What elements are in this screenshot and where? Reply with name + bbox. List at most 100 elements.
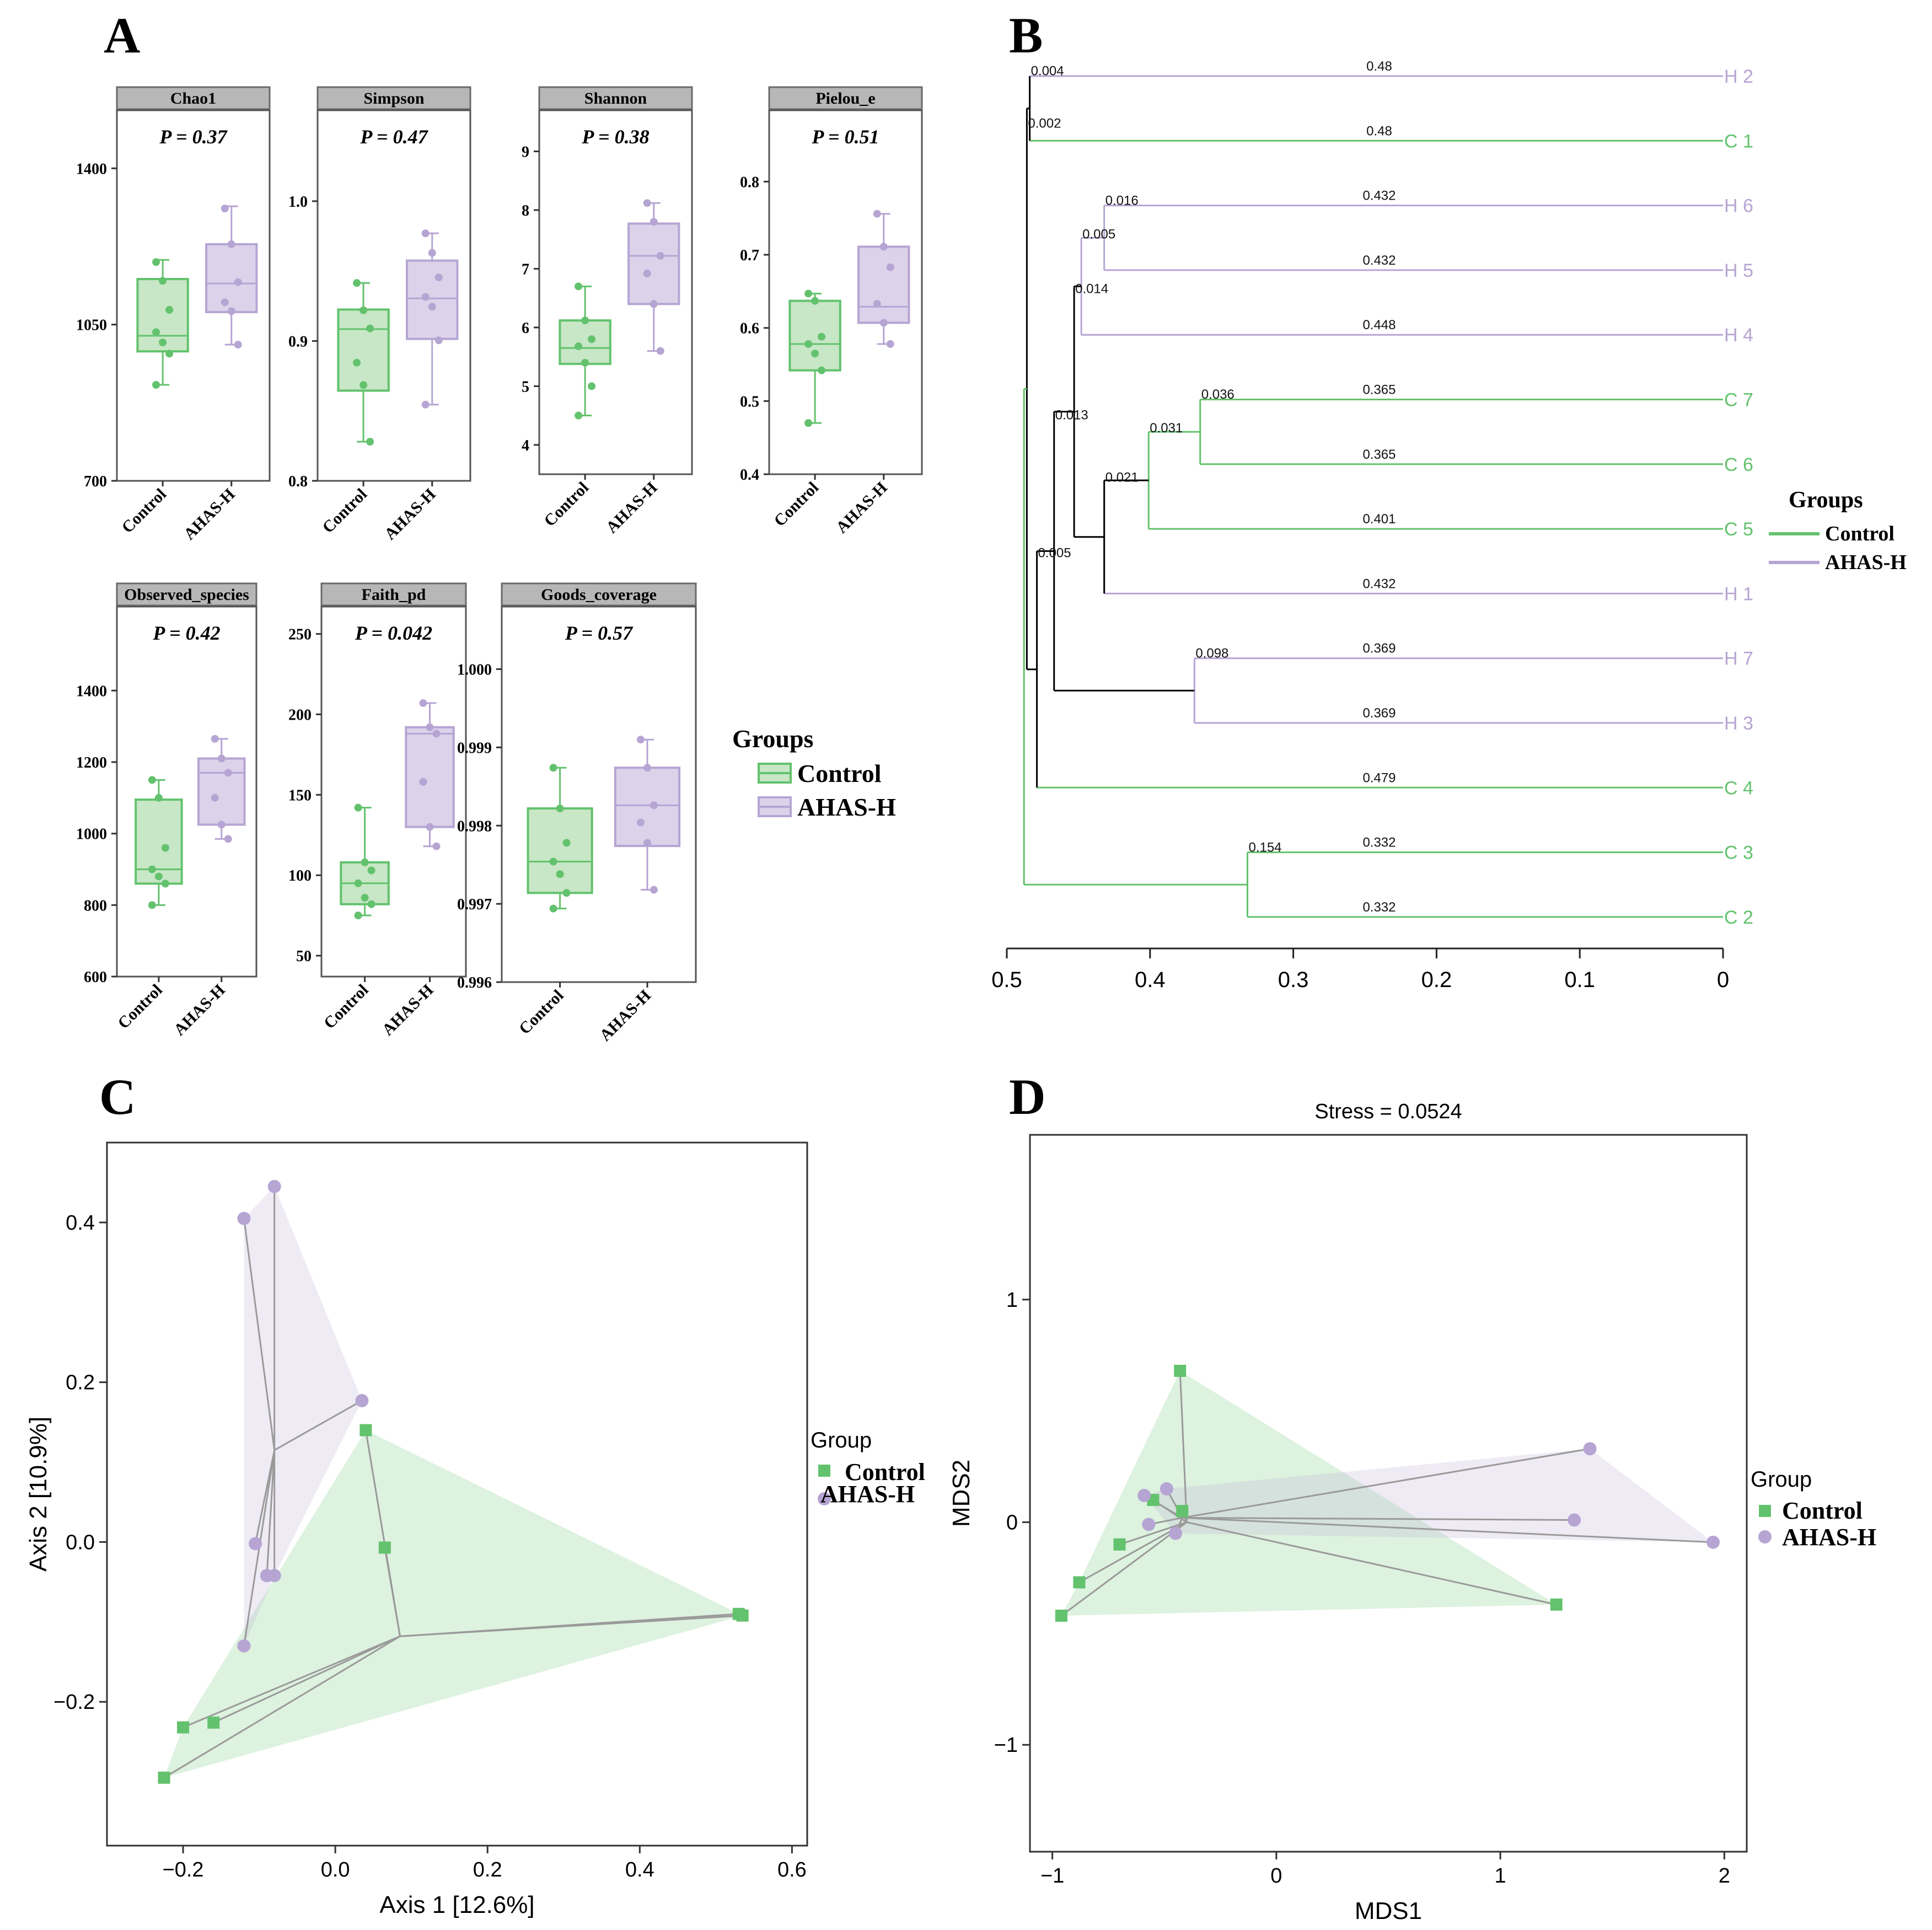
facet-title: Faith_pd [362,586,426,604]
data-point [643,839,651,847]
node-label: 0.005 [1038,546,1071,561]
leaf-label: H 4 [1724,325,1753,346]
centroid-link [1182,1516,1575,1521]
centroid-link [1182,1516,1714,1543]
panel-label-b: B [1009,7,1043,63]
box-ahas [405,699,455,850]
branch-length-label: 0.432 [1362,576,1396,591]
point-control [1055,1610,1067,1622]
centroid-link [1179,1370,1188,1522]
y-axis-title: Axis 2 [10.9%] [25,1417,52,1572]
facet-observed_species: Observed_species P = 0.42 600 800 1000 1200 14… [76,582,257,1039]
data-point [581,358,589,367]
data-point [361,858,369,866]
y-tick-label: 1400 [76,683,107,700]
data-point [359,381,368,389]
box-control [340,803,390,920]
y-tick-label: −0.2 [53,1691,95,1714]
branch-length-label: 0.432 [1362,253,1396,268]
x-tick-label: Control [516,987,567,1038]
leaf-label: H 2 [1724,66,1753,87]
p-value: P = 0.51 [811,126,879,148]
legend-a-item-control: Control [758,759,882,787]
legend-d-label-control: Control [1782,1497,1863,1524]
data-point [224,835,232,843]
box-iqr [627,222,680,305]
box-control [136,258,189,389]
node-label: 0.036 [1201,387,1235,402]
data-point [432,842,441,850]
point-ahas [1568,1513,1581,1527]
facet-chao1: Chao1 P = 0.37 700 1050 1400 Control AHAS-H [76,86,271,544]
box-iqr [614,766,681,848]
x-tick-label: AHAS-H [381,485,439,544]
centroid-link [163,1636,401,1779]
data-point [650,300,658,308]
node-label: 0.031 [1150,421,1183,436]
point-control [1550,1598,1563,1611]
legend-c-title: Group [811,1428,872,1452]
data-point [818,366,826,374]
branch-length-label: 0.432 [1362,189,1396,203]
y-tick-label: 50 [296,948,312,965]
point-control [1176,1505,1189,1518]
facet-strip [501,582,697,607]
x-tick-label: Control [319,485,371,537]
branch-length-label: 0.401 [1362,512,1396,527]
legend-d: Group Control AHAS-H [1751,1467,1876,1551]
legend-a-title: Groups [732,725,813,753]
data-point [879,243,888,251]
box-iqr [197,757,246,826]
data-point [221,298,229,307]
leaf-label: H 6 [1724,196,1753,217]
box-control [559,282,611,420]
data-point [366,324,374,333]
point-ahas [1169,1526,1183,1540]
y-tick-label: 150 [288,787,312,804]
x-tick-label: Control [320,981,372,1033]
data-point [419,699,427,707]
p-value: P = 0.42 [152,622,220,644]
y-tick-label: 600 [84,969,107,986]
facet-strip [116,582,257,607]
point-ahas [267,1569,281,1583]
centroid-link [243,1218,276,1451]
x-tick-label: 0.0 [321,1858,350,1881]
data-point [152,380,160,389]
p-value: P = 0.57 [565,622,634,644]
point-ahas [237,1639,251,1653]
data-point [588,335,596,344]
data-point [434,274,443,282]
data-point [549,904,557,913]
branch-length-label: 0.448 [1362,318,1396,333]
p-value: P = 0.37 [159,126,228,148]
leaf-label: H 5 [1724,260,1753,281]
data-point [154,872,163,881]
x-tick-label: 0.6 [777,1858,807,1881]
legend-c: Group Control AHAS-H [811,1428,925,1508]
legend-c-label-ahas: AHAS-H [820,1481,915,1508]
branch-length-label: 0.479 [1362,770,1396,785]
point-control [207,1716,220,1729]
y-tick-label: 200 [288,706,312,723]
point-control [736,1609,749,1622]
x-tick-label: AHAS-H [180,485,239,544]
y-tick-label: 0.2 [66,1371,95,1395]
point-control [177,1721,190,1734]
data-point [227,307,235,315]
point-control [158,1771,170,1784]
y-tick-label: 700 [84,473,107,490]
box-control [337,279,390,446]
point-ahas [1583,1442,1597,1456]
data-point [581,317,589,325]
y-tick-label: 0.996 [457,974,492,991]
branch-length-label: 0.369 [1362,706,1396,721]
data-point [556,870,564,878]
y-tick-label: 0 [1006,1511,1018,1534]
y-tick-label: 9 [522,144,529,161]
data-point [217,821,226,829]
data-point [161,844,169,852]
data-point [428,249,436,257]
data-point [549,857,557,866]
